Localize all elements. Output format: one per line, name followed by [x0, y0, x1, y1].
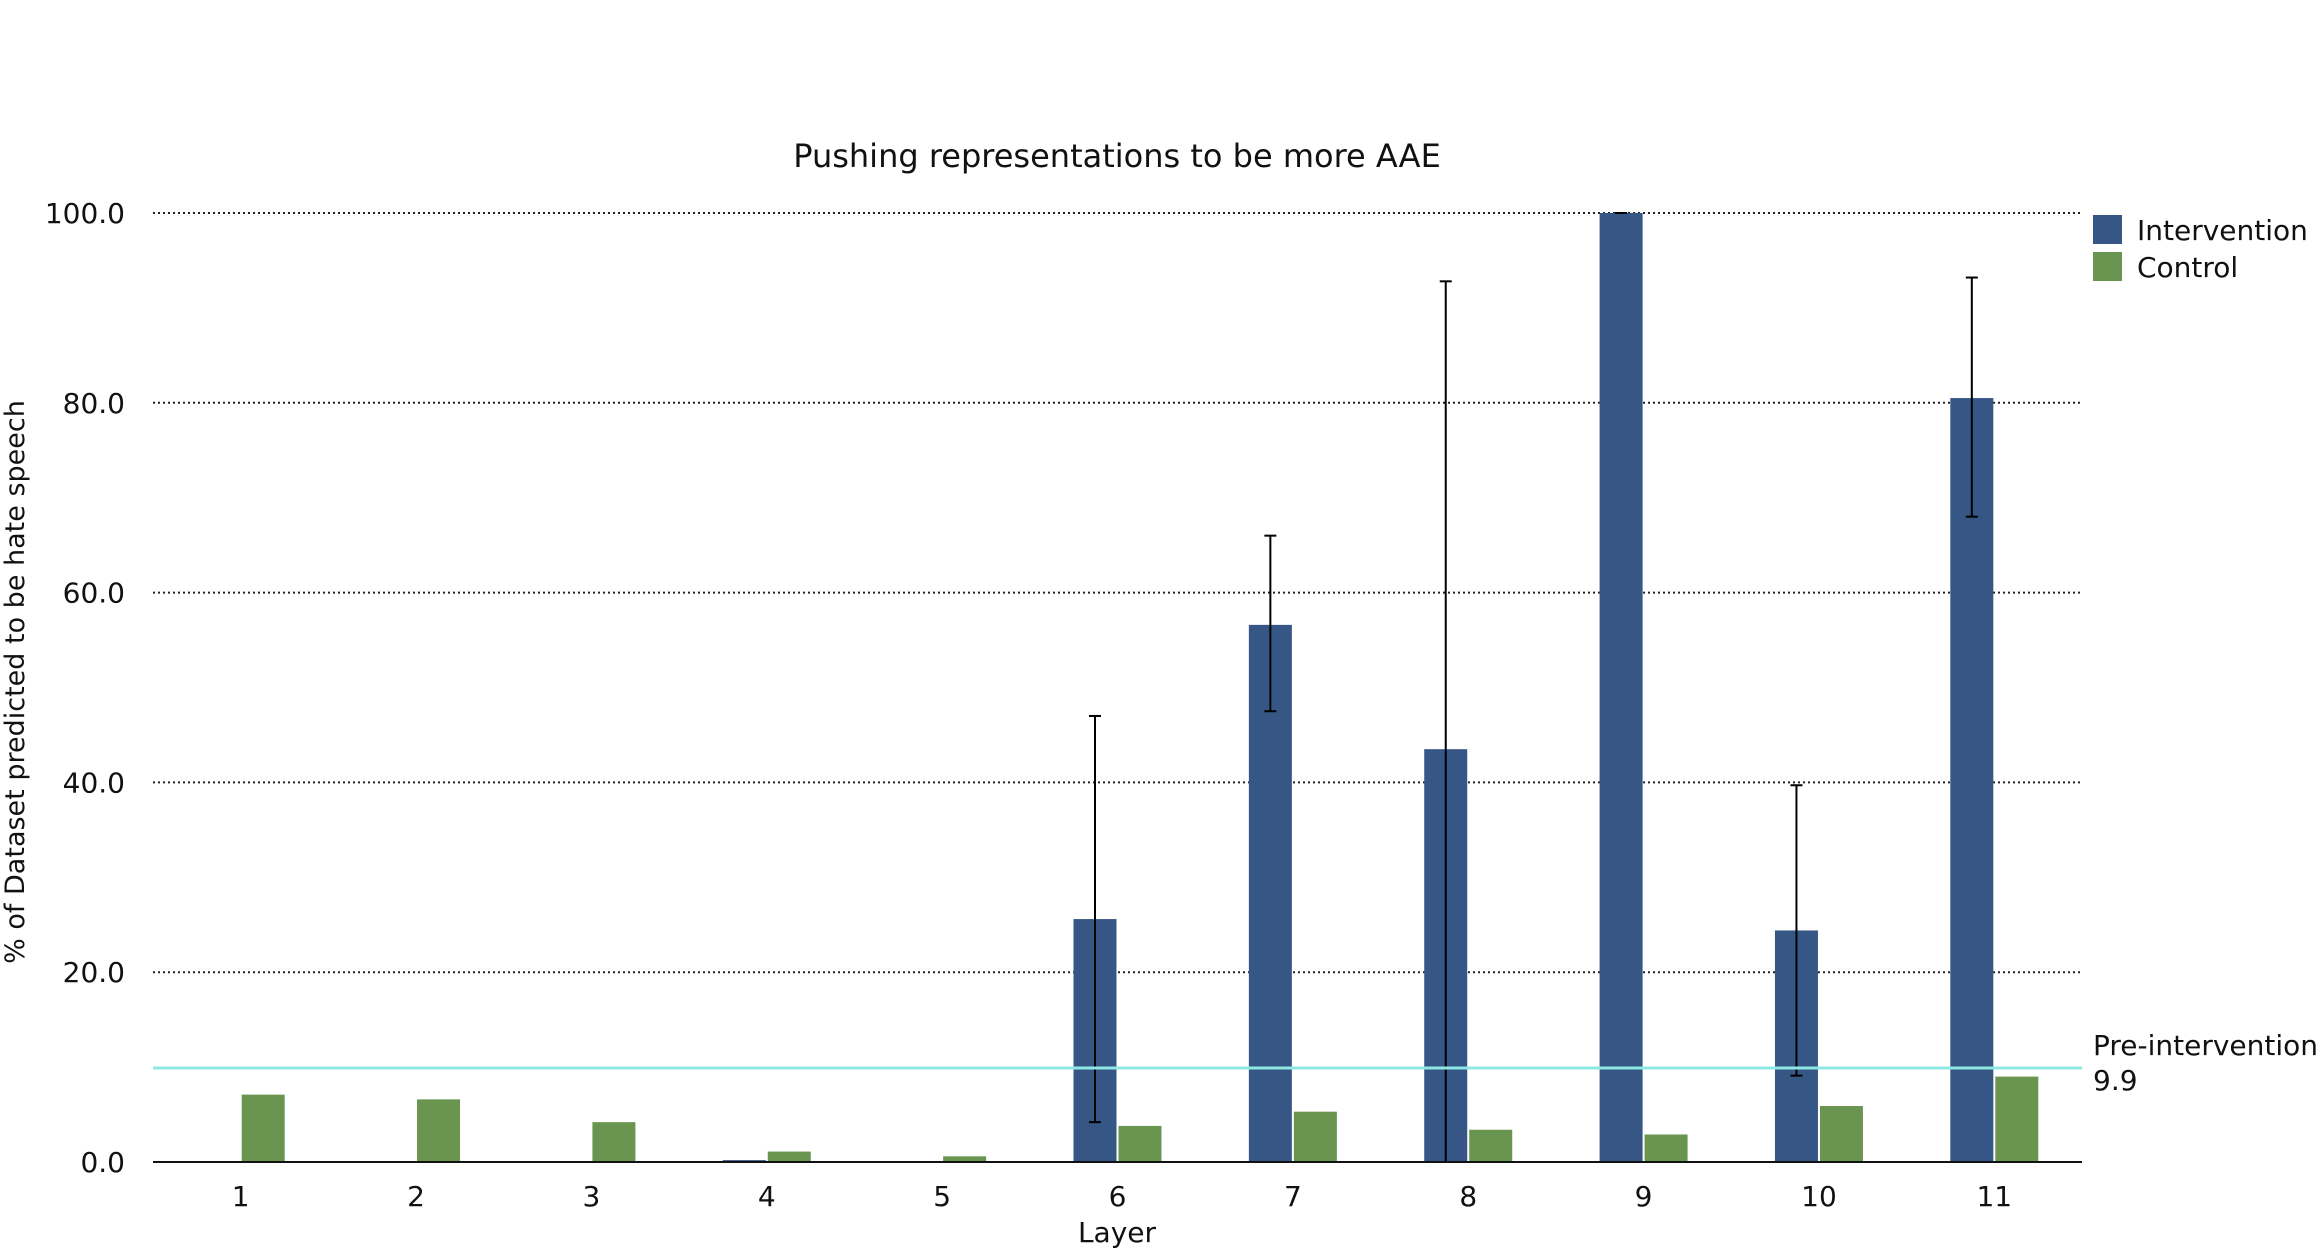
x-tick-label: 11 — [1976, 1180, 2012, 1213]
reference-line-value: 9.9 — [2093, 1064, 2138, 1097]
bar-control — [943, 1156, 987, 1162]
legend: Intervention Control — [2093, 214, 2308, 284]
bar-control — [1118, 1125, 1162, 1162]
bar-control — [1469, 1129, 1513, 1162]
y-tick-label: 100.0 — [45, 197, 125, 230]
y-axis-label: % of Dataset predicted to be hate speech — [0, 400, 31, 964]
y-tick-label: 40.0 — [63, 766, 125, 799]
x-tick-label: 10 — [1801, 1180, 1837, 1213]
y-tick-label: 80.0 — [63, 387, 125, 420]
error-bars — [1089, 212, 1978, 1163]
bar-intervention — [1950, 398, 1994, 1162]
legend-swatch — [2093, 252, 2122, 281]
x-tick-label: 8 — [1459, 1180, 1477, 1213]
x-tick-label: 9 — [1635, 1180, 1653, 1213]
bar-control — [1644, 1134, 1688, 1162]
chart-title: Pushing representations to be more AAE — [793, 137, 1441, 175]
x-axis-label: Layer — [1078, 1216, 1157, 1249]
x-tick-label: 4 — [758, 1180, 776, 1213]
reference-line-label: Pre-intervention — [2093, 1029, 2318, 1062]
bar-intervention — [1248, 624, 1292, 1162]
y-tick-label: 20.0 — [63, 956, 125, 989]
y-axis-tick-labels: 0.0 20.0 40.0 60.0 80.0 100.0 — [45, 197, 125, 1179]
bar-intervention — [1599, 213, 1643, 1162]
bar-control — [1819, 1106, 1863, 1162]
bar-control — [1293, 1111, 1337, 1162]
x-tick-label: 1 — [232, 1180, 250, 1213]
x-tick-label: 7 — [1284, 1180, 1302, 1213]
x-tick-label: 5 — [933, 1180, 951, 1213]
grid-lines — [153, 212, 2082, 974]
x-axis-tick-labels: 1 2 3 4 5 6 7 8 9 10 11 — [232, 1180, 2012, 1213]
x-tick-label: 3 — [582, 1180, 600, 1213]
x-tick-label: 2 — [407, 1180, 425, 1213]
bar-control — [417, 1099, 461, 1162]
legend-label: Intervention — [2137, 214, 2308, 247]
bar-control — [1995, 1076, 2039, 1162]
x-tick-label: 6 — [1109, 1180, 1127, 1213]
bar-control — [767, 1151, 811, 1162]
bars — [241, 213, 2039, 1162]
bar-control — [241, 1094, 285, 1162]
y-tick-label: 0.0 — [80, 1146, 125, 1179]
y-tick-label: 60.0 — [63, 577, 125, 610]
legend-label: Control — [2137, 251, 2238, 284]
bar-control — [592, 1122, 636, 1162]
legend-swatch — [2093, 215, 2122, 244]
